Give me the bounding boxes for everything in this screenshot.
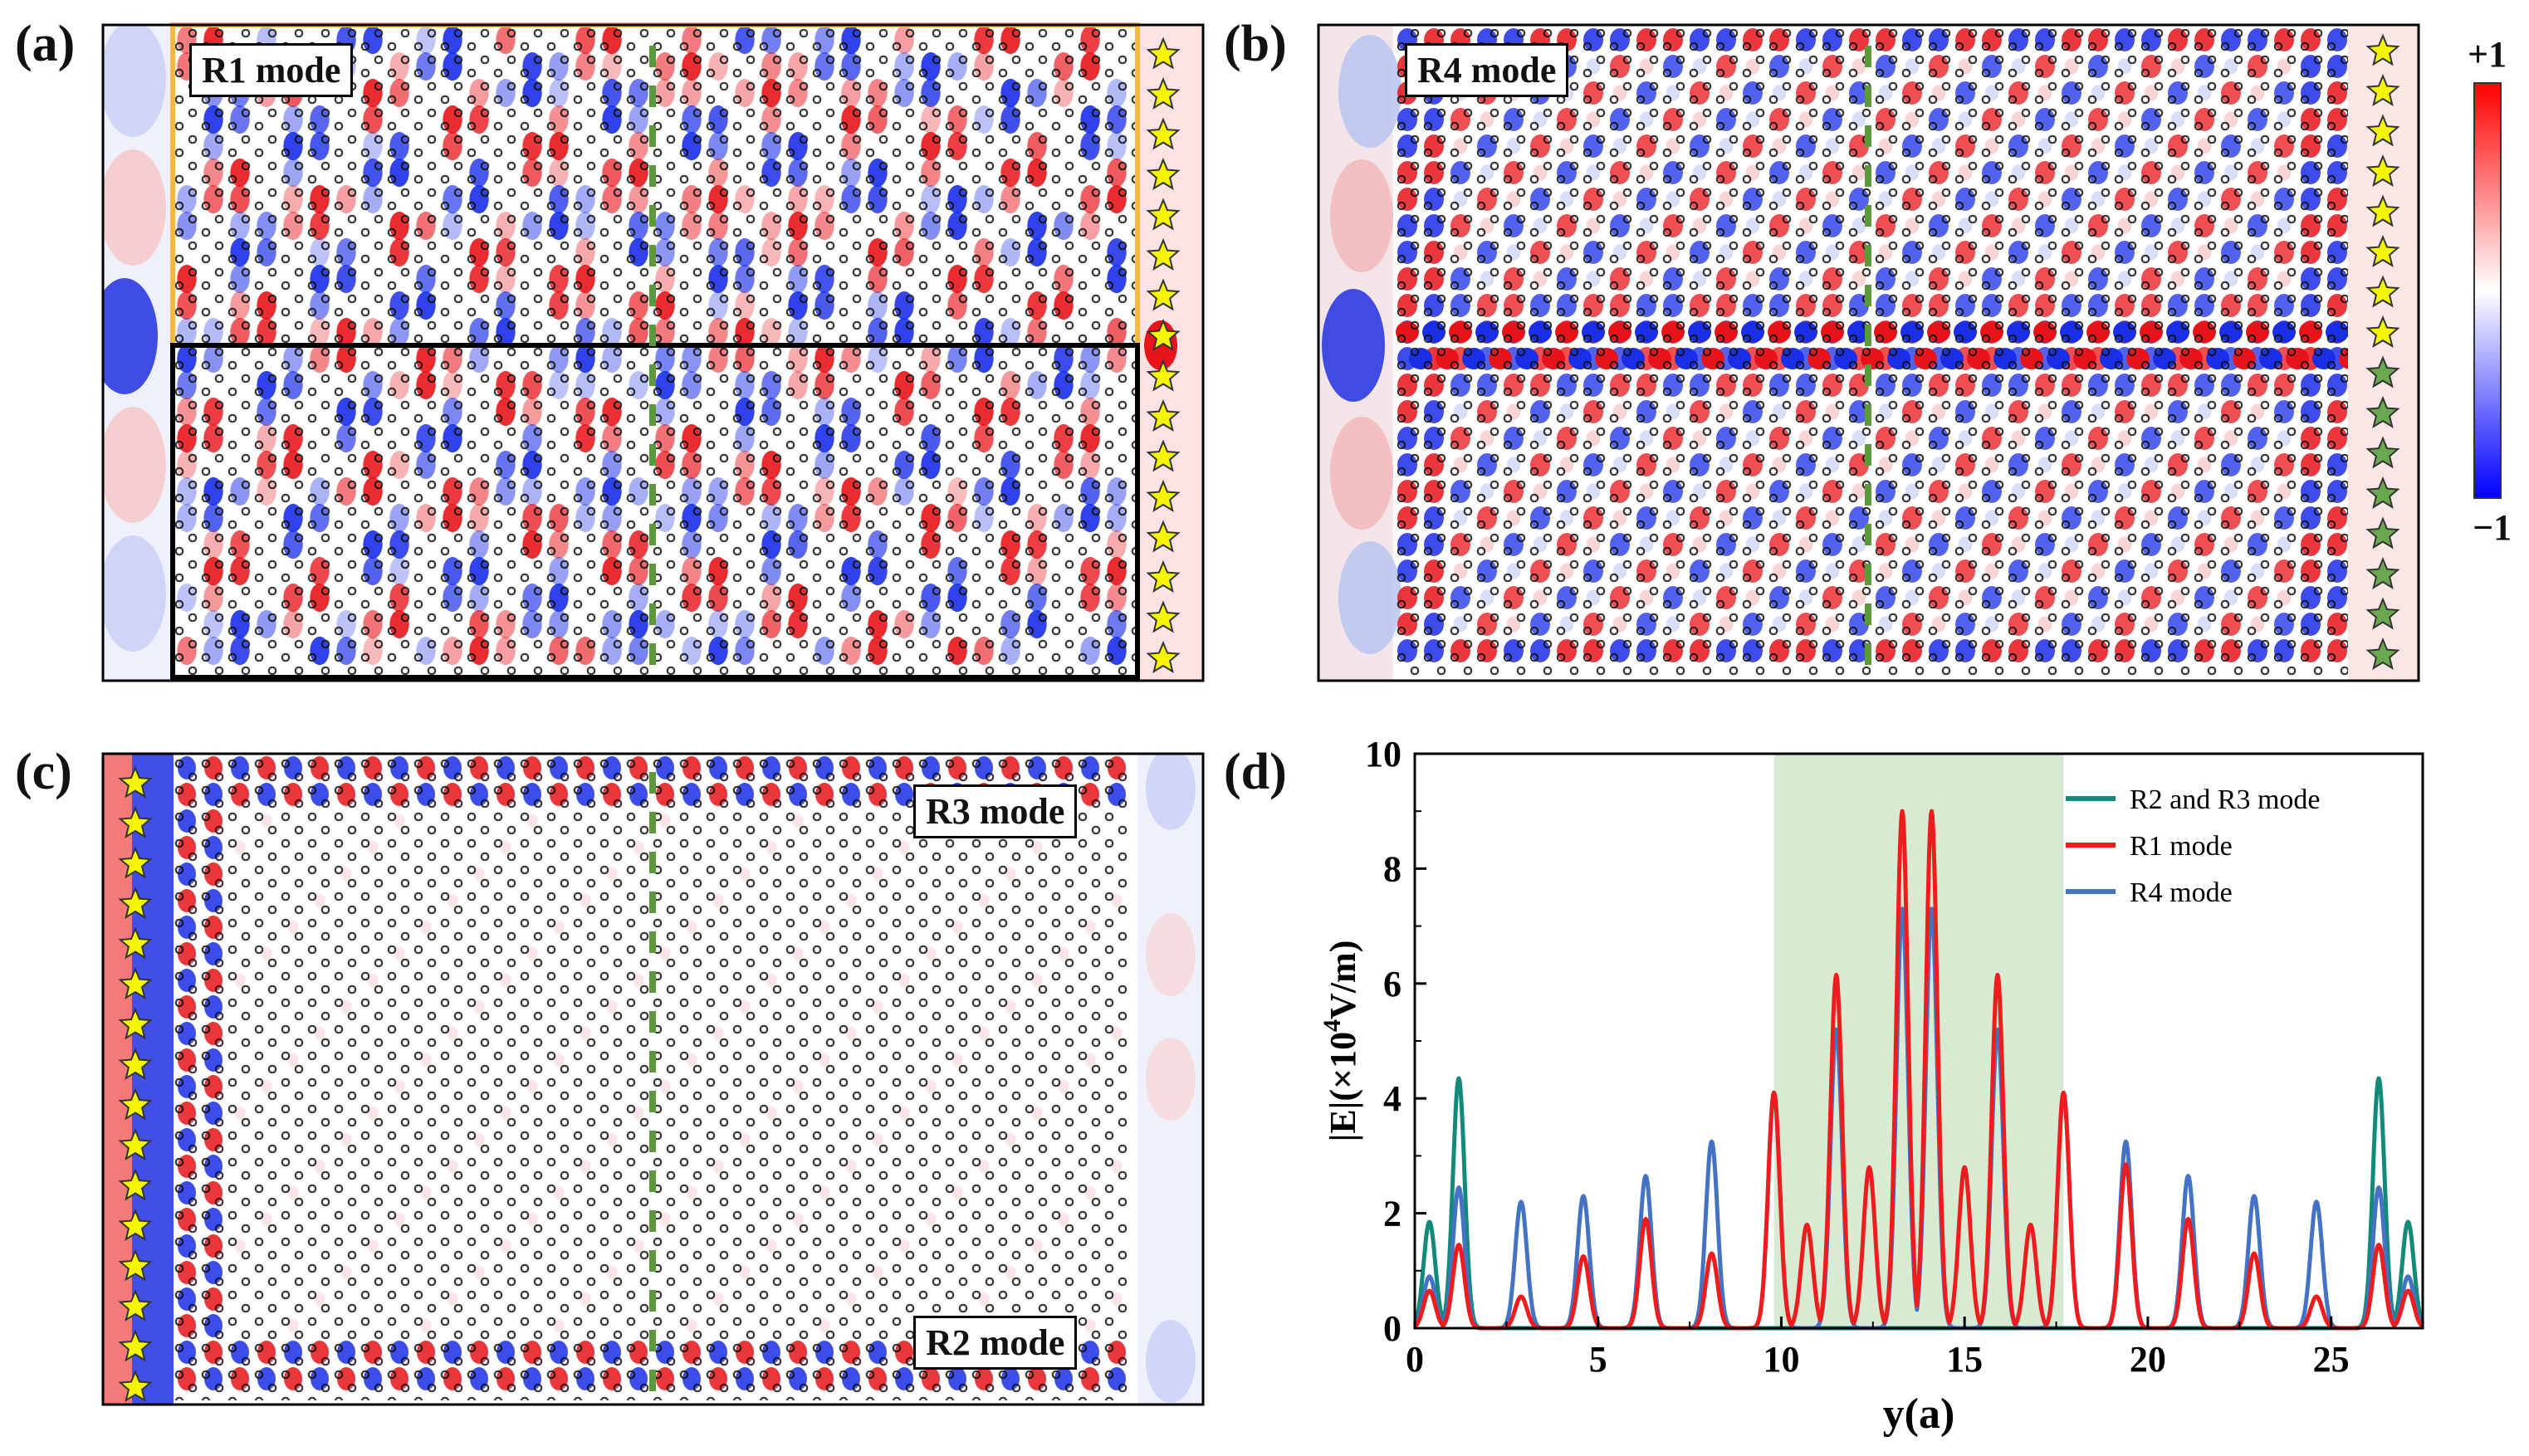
x-tick-label: 10: [1763, 1339, 1799, 1380]
legend-entry: R1 mode: [2130, 831, 2233, 862]
source-star-icon: [1146, 76, 1181, 110]
source-star-icon: [2365, 436, 2400, 469]
x-tick-label: 25: [2313, 1339, 2350, 1380]
x-tick-label: 0: [1406, 1339, 1424, 1380]
source-star-icon: [118, 765, 153, 799]
x-axis-ticks: 0 5 10 15 20 25: [1406, 1317, 2350, 1380]
legend: R2 and R3 mode R1 mode R4 mode: [2066, 784, 2320, 908]
source-star-icon: [2365, 114, 2400, 147]
legend-entry: R2 and R3 mode: [2130, 784, 2320, 815]
panel-a-field-map: [101, 22, 1205, 682]
y-tick-label: 0: [1383, 1308, 1401, 1349]
source-star-icon: [1146, 237, 1181, 271]
source-star-icon: [118, 966, 153, 1000]
x-tick-label: 20: [2130, 1339, 2166, 1380]
source-star-icon: [1146, 157, 1181, 191]
x-tick-label: 5: [1589, 1339, 1607, 1380]
panel-c-field-map: [101, 752, 1205, 1406]
mode-label-r4: R4 mode: [1405, 43, 1569, 97]
panel-label-c: (c): [15, 744, 72, 800]
panel-label-a: (a): [15, 16, 76, 72]
source-star-icon: [2365, 395, 2400, 429]
source-star-icon: [118, 1087, 153, 1121]
legend-entry: R4 mode: [2130, 877, 2233, 908]
panel-b-field-map: [1317, 23, 2420, 682]
y-tick-label: 8: [1383, 848, 1401, 889]
source-star-icon: [2365, 516, 2400, 550]
panel-b-source-stars: [2365, 33, 2400, 671]
source-star-icon: [118, 1288, 153, 1322]
colorbar-min-label: −1: [2473, 507, 2512, 548]
source-star-icon: [2365, 637, 2400, 671]
source-star-icon: [118, 805, 153, 839]
y-axis-label: |E|(×104V/m): [1318, 941, 1363, 1142]
source-star-icon: [2365, 476, 2400, 510]
panel-c-source-stars: [118, 765, 153, 1403]
source-star-icon: [2365, 194, 2400, 227]
source-star-icon: [118, 1369, 153, 1403]
source-star-icon: [118, 846, 153, 879]
panel-d-chart: 0 5 10 15 20 25 0 2 4 6 8 10 y(a) |E|(×104V/m) R2 …: [1318, 734, 2425, 1438]
y-tick-label: 4: [1383, 1078, 1401, 1119]
source-star-icon: [1146, 278, 1181, 311]
source-star-icon: [118, 1007, 153, 1040]
source-star-icon: [2365, 597, 2400, 630]
colorbar: [2473, 82, 2502, 499]
x-tick-label: 15: [1946, 1339, 1983, 1380]
y-tick-label: 10: [1365, 734, 1401, 774]
panel-label-d: (d): [1224, 744, 1287, 800]
source-star-icon: [1146, 640, 1181, 674]
source-star-icon: [118, 1168, 153, 1201]
source-star-icon: [118, 1127, 153, 1161]
source-star-icon: [1146, 559, 1181, 594]
y-tick-label: 6: [1383, 964, 1401, 1004]
source-star-icon: [1146, 600, 1181, 633]
source-star-icon: [1146, 479, 1181, 513]
source-star-icon: [118, 1248, 153, 1282]
source-star-icon: [118, 926, 153, 960]
source-star-icon: [2365, 315, 2400, 349]
source-star-icon: [2365, 355, 2400, 388]
colorbar-max-label: +1: [2468, 34, 2507, 75]
source-star-icon: [1146, 439, 1181, 472]
source-star-icon: [118, 886, 153, 920]
mode-label-r3: R3 mode: [913, 784, 1078, 838]
panel-label-b: (b): [1224, 16, 1287, 72]
source-star-icon: [2365, 73, 2400, 107]
source-star-icon: [1146, 198, 1181, 231]
source-star-icon: [2365, 33, 2400, 66]
source-star-icon: [2365, 275, 2400, 308]
source-star-icon: [118, 1208, 153, 1242]
y-tick-label: 2: [1383, 1194, 1401, 1234]
x-axis-label: y(a): [1883, 1390, 1955, 1438]
source-star-icon: [1146, 318, 1181, 352]
source-star-icon: [118, 1329, 153, 1362]
source-star-icon: [1146, 117, 1181, 150]
series-line-r1-mode: [1413, 809, 2424, 1331]
y-axis-ticks: 0 2 4 6 8 10: [1365, 734, 1426, 1349]
source-star-icon: [2365, 556, 2400, 590]
source-star-icon: [1146, 37, 1181, 70]
source-star-icon: [1146, 398, 1181, 432]
mode-label-r2: R2 mode: [913, 1316, 1078, 1370]
source-star-icon: [2365, 154, 2400, 188]
source-star-icon: [2365, 234, 2400, 268]
source-star-icon: [1146, 359, 1181, 392]
mode-label-r1: R1 mode: [189, 43, 354, 97]
source-star-icon: [118, 1047, 153, 1081]
source-star-icon: [1146, 520, 1181, 553]
panel-a-source-stars: [1146, 37, 1181, 674]
